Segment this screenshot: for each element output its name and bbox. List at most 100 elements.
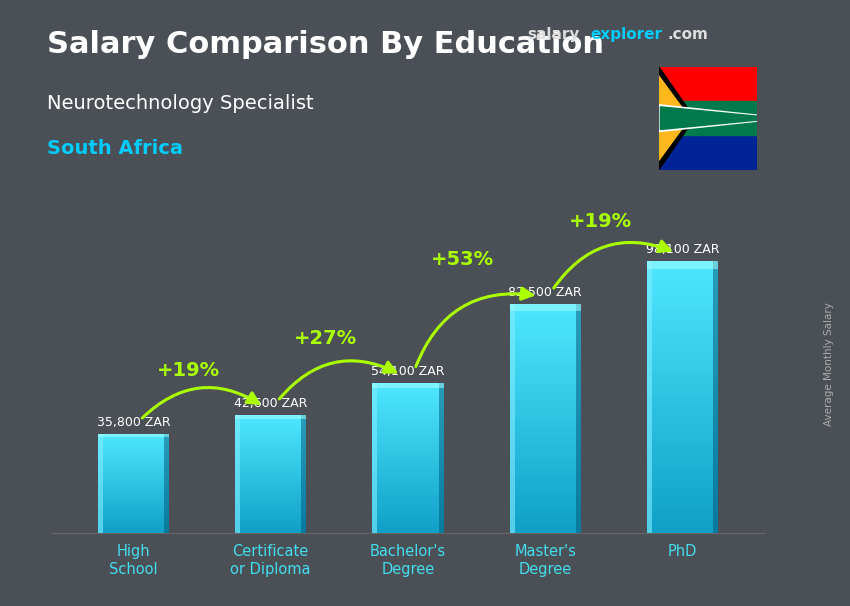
- Text: Salary Comparison By Education: Salary Comparison By Education: [47, 30, 603, 59]
- Bar: [647, 451, 718, 456]
- Bar: [510, 468, 581, 472]
- Bar: [510, 335, 581, 339]
- Bar: [372, 511, 444, 513]
- Bar: [647, 375, 718, 379]
- Polygon shape: [659, 76, 689, 161]
- Bar: [372, 521, 444, 523]
- Bar: [647, 438, 718, 442]
- Bar: [98, 459, 169, 461]
- Bar: [510, 377, 581, 381]
- Bar: [510, 399, 581, 404]
- Bar: [510, 373, 581, 377]
- Bar: [510, 369, 581, 373]
- Bar: [647, 329, 718, 333]
- Bar: [98, 511, 169, 513]
- Bar: [510, 358, 581, 361]
- Bar: [372, 418, 444, 421]
- Bar: [510, 407, 581, 411]
- Bar: [98, 530, 169, 531]
- Bar: [372, 383, 377, 533]
- Bar: [372, 476, 444, 478]
- Bar: [372, 396, 444, 398]
- Bar: [235, 492, 306, 494]
- Bar: [235, 441, 306, 442]
- Bar: [98, 455, 169, 457]
- Bar: [647, 524, 718, 529]
- Bar: [372, 528, 444, 531]
- Bar: [235, 417, 306, 419]
- Bar: [98, 442, 169, 444]
- Bar: [235, 504, 306, 505]
- Text: 54,100 ZAR: 54,100 ZAR: [371, 365, 445, 378]
- Bar: [647, 420, 718, 424]
- Bar: [372, 481, 444, 483]
- Bar: [98, 436, 169, 437]
- Bar: [98, 531, 169, 533]
- Bar: [510, 445, 581, 449]
- Bar: [98, 462, 169, 464]
- Bar: [372, 413, 444, 416]
- Bar: [98, 449, 169, 450]
- Bar: [647, 356, 718, 361]
- Bar: [647, 456, 718, 461]
- Bar: [98, 493, 169, 495]
- Bar: [647, 493, 718, 497]
- Bar: [510, 461, 581, 465]
- Bar: [647, 351, 718, 356]
- Bar: [647, 365, 718, 370]
- Bar: [647, 288, 718, 293]
- Bar: [647, 393, 718, 397]
- Bar: [372, 408, 444, 411]
- Bar: [659, 67, 756, 101]
- Bar: [235, 431, 306, 433]
- Bar: [98, 524, 169, 525]
- Bar: [510, 530, 581, 533]
- Bar: [98, 437, 169, 439]
- Bar: [372, 516, 444, 518]
- Bar: [647, 506, 718, 511]
- Bar: [98, 490, 169, 492]
- Bar: [98, 513, 169, 515]
- Bar: [98, 439, 169, 441]
- Bar: [647, 384, 718, 388]
- Bar: [647, 424, 718, 429]
- Bar: [510, 354, 581, 358]
- Bar: [510, 316, 581, 319]
- Bar: [98, 445, 169, 447]
- Bar: [235, 462, 306, 464]
- Bar: [510, 484, 581, 487]
- Bar: [647, 261, 718, 265]
- Bar: [647, 265, 718, 270]
- Bar: [235, 476, 306, 478]
- Bar: [98, 468, 169, 470]
- Bar: [372, 405, 444, 408]
- Bar: [372, 491, 444, 493]
- Bar: [372, 438, 444, 441]
- Bar: [98, 488, 169, 490]
- Bar: [372, 385, 444, 388]
- Bar: [510, 434, 581, 438]
- Bar: [647, 520, 718, 524]
- Bar: [510, 350, 581, 354]
- Bar: [510, 427, 581, 430]
- Bar: [372, 473, 444, 476]
- Bar: [98, 434, 169, 437]
- Bar: [235, 439, 306, 441]
- Bar: [98, 472, 169, 474]
- Text: 82,500 ZAR: 82,500 ZAR: [508, 286, 582, 299]
- Bar: [235, 415, 240, 533]
- Bar: [235, 445, 306, 447]
- Bar: [510, 503, 581, 507]
- Bar: [372, 411, 444, 413]
- Bar: [659, 101, 756, 135]
- Bar: [510, 480, 581, 484]
- Bar: [98, 504, 169, 505]
- Bar: [510, 514, 581, 518]
- Bar: [372, 451, 444, 453]
- Bar: [647, 379, 718, 384]
- Bar: [647, 324, 718, 329]
- Bar: [235, 442, 306, 445]
- Bar: [235, 527, 306, 529]
- Bar: [235, 505, 306, 508]
- Bar: [647, 433, 718, 438]
